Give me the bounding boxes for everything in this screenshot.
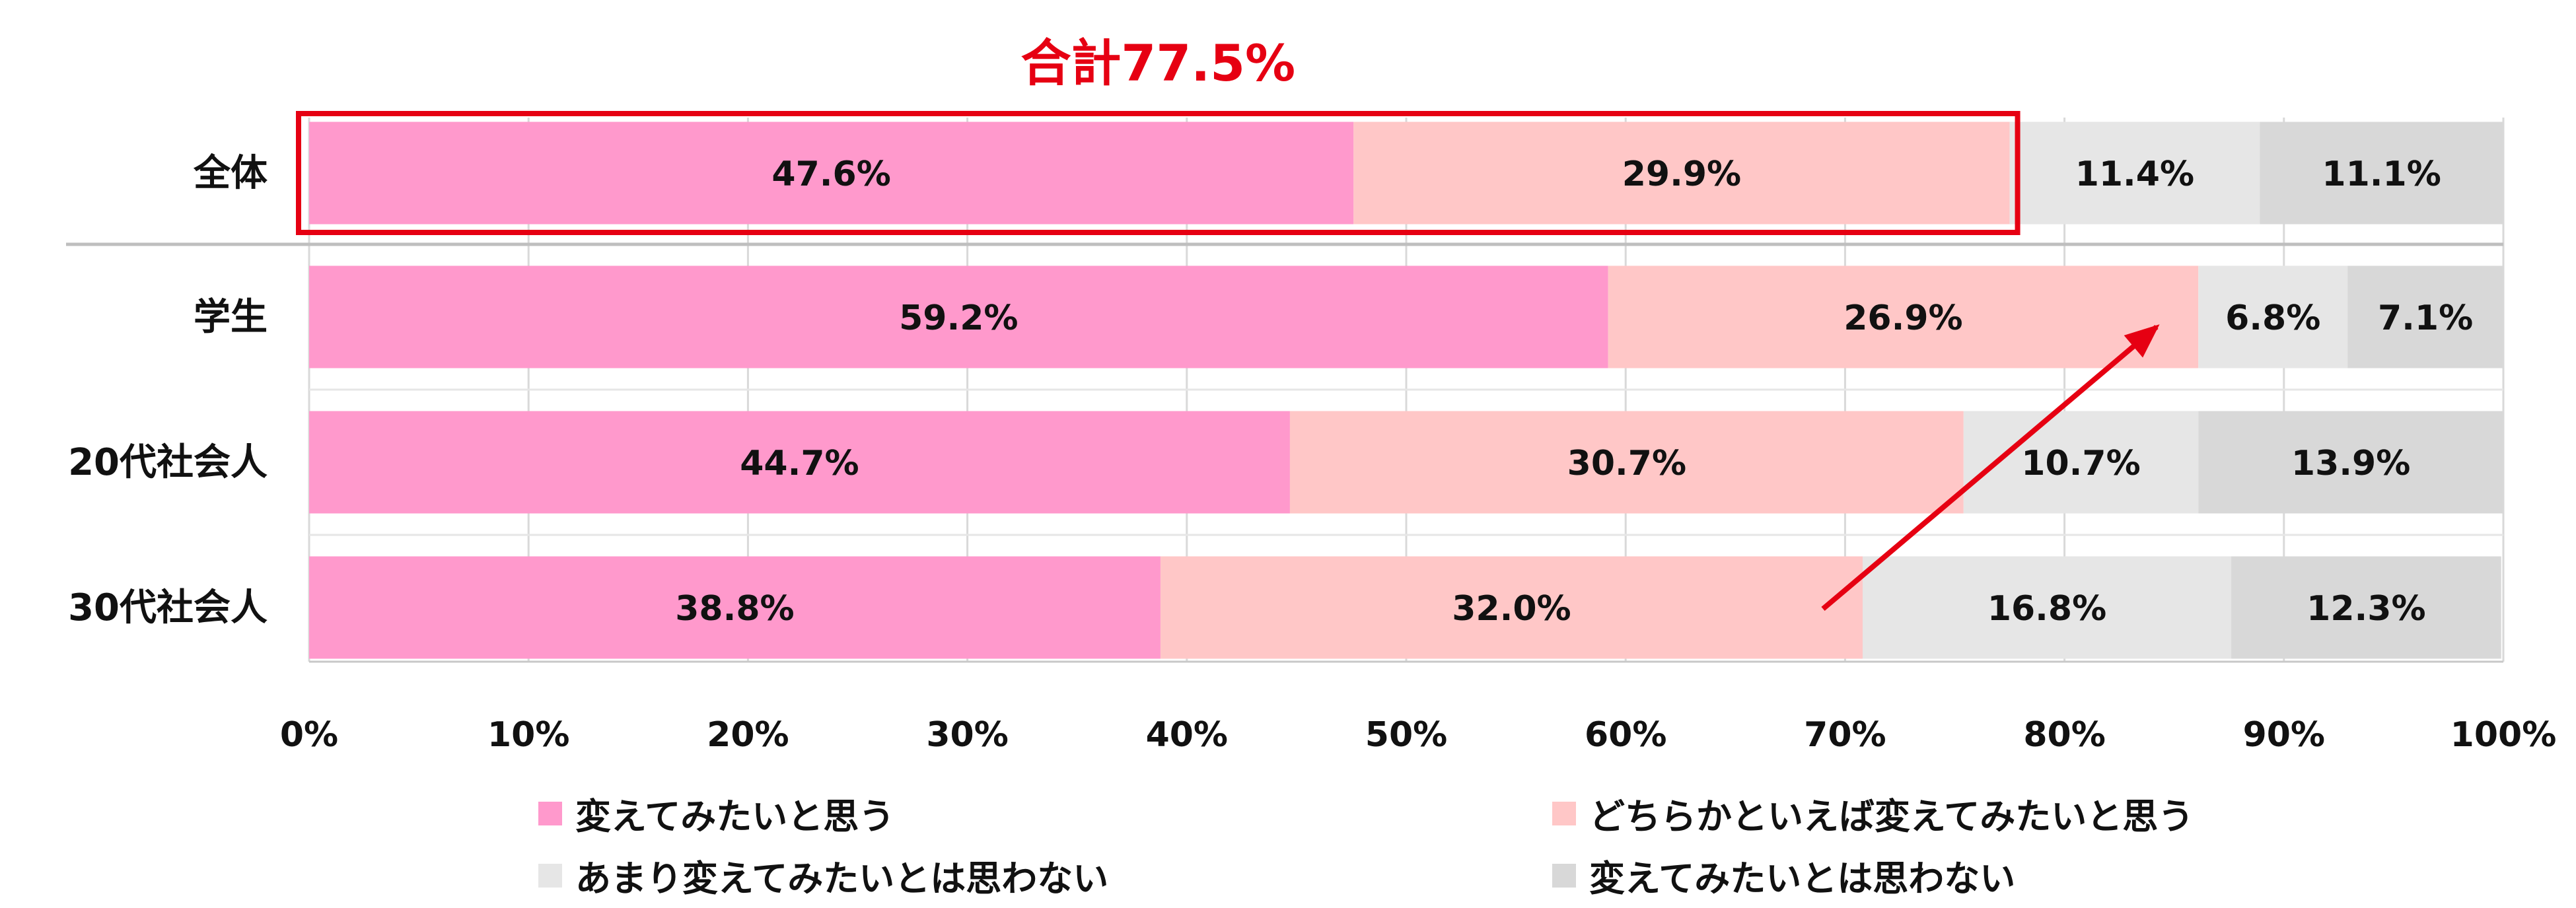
bars	[309, 122, 2503, 659]
category-label: 30代社会人	[68, 586, 268, 629]
x-tick-label: 10%	[487, 715, 569, 755]
bar-segment	[1160, 556, 1863, 659]
legend-swatch-2	[1552, 801, 1576, 825]
legend-swatch-3	[538, 863, 562, 888]
x-tick-label: 100%	[2451, 715, 2557, 755]
bar-segment	[309, 556, 1161, 659]
data-label: 11.1%	[2322, 155, 2441, 194]
x-tick-label: 0%	[280, 715, 338, 755]
trend-arrow-line	[1821, 324, 2159, 611]
data-label: 16.8%	[1987, 589, 2106, 629]
data-label: 11.4%	[2075, 155, 2194, 194]
data-label: 38.8%	[675, 589, 794, 629]
legend-label-1: 変えてみたいと思う	[575, 796, 895, 837]
bar-segment	[2231, 556, 2501, 659]
data-label: 13.9%	[2291, 444, 2410, 483]
legend-label-4: 変えてみたいとは思わない	[1589, 858, 2016, 899]
x-tick-label: 30%	[926, 715, 1008, 755]
data-label: 10.7%	[2021, 444, 2140, 483]
x-tick-label: 80%	[2023, 715, 2105, 755]
legend-label-2: どちらかといえば変えてみたいと思う	[1589, 796, 2194, 837]
bar-segment	[1353, 122, 2010, 225]
bar-segment	[309, 122, 1354, 225]
data-label: 47.6%	[771, 155, 890, 194]
legend-item-4: 変えてみたいとは思わない	[1552, 849, 2015, 901]
category-label: 20代社会人	[68, 441, 268, 484]
data-label: 30.7%	[1567, 444, 1686, 483]
legend-swatch-4	[1552, 863, 1576, 888]
data-label: 26.9%	[1843, 298, 1962, 338]
labels: 0% 10% 20% 30% 40% 50% 60% 70% 80% 90% 100% 47.6% 29…	[68, 34, 2556, 755]
legend-item-2: どちらかといえば変えてみたいと思う	[1552, 787, 2194, 839]
bar-segment	[2347, 265, 2503, 368]
bar-segment	[1608, 265, 2199, 368]
bar-segment	[2198, 265, 2348, 368]
legend-swatch-1	[538, 801, 562, 825]
trend-arrow-head	[2124, 324, 2160, 358]
x-tick-label: 60%	[1585, 715, 1666, 755]
category-label: 全体	[193, 152, 268, 195]
highlight-box	[296, 111, 2021, 235]
x-tick-label: 70%	[1804, 715, 1886, 755]
legend-label-3: あまり変えてみたいとは思わない	[575, 858, 1109, 899]
data-label: 12.3%	[2307, 589, 2425, 629]
total-annotation: 合計77.5%	[1020, 34, 1295, 92]
x-tick-label: 90%	[2243, 715, 2325, 755]
data-label: 7.1%	[2378, 298, 2473, 338]
bar-segment	[1289, 411, 1964, 514]
annotations	[66, 111, 2503, 611]
category-label: 学生	[194, 296, 268, 339]
bar-segment	[1862, 556, 2232, 659]
data-label: 6.8%	[2225, 298, 2320, 338]
x-tick-label: 40%	[1146, 715, 1228, 755]
bar-segment	[2260, 122, 2503, 225]
bar-segment	[1963, 411, 2199, 514]
legend-item-1: 変えてみたいと思う	[538, 787, 894, 839]
data-label: 44.7%	[740, 444, 859, 483]
bar-segment	[2198, 411, 2503, 514]
bar-segment	[309, 411, 1290, 514]
data-label: 59.2%	[899, 298, 1018, 338]
data-label: 32.0%	[1452, 589, 1571, 629]
bar-segment	[309, 265, 1608, 368]
bar-segment	[2009, 122, 2260, 225]
data-label: 29.9%	[1622, 155, 1741, 194]
legend-item-3: あまり変えてみたいとは思わない	[538, 849, 1108, 901]
x-tick-label: 20%	[707, 715, 789, 755]
x-tick-label: 50%	[1365, 715, 1447, 755]
